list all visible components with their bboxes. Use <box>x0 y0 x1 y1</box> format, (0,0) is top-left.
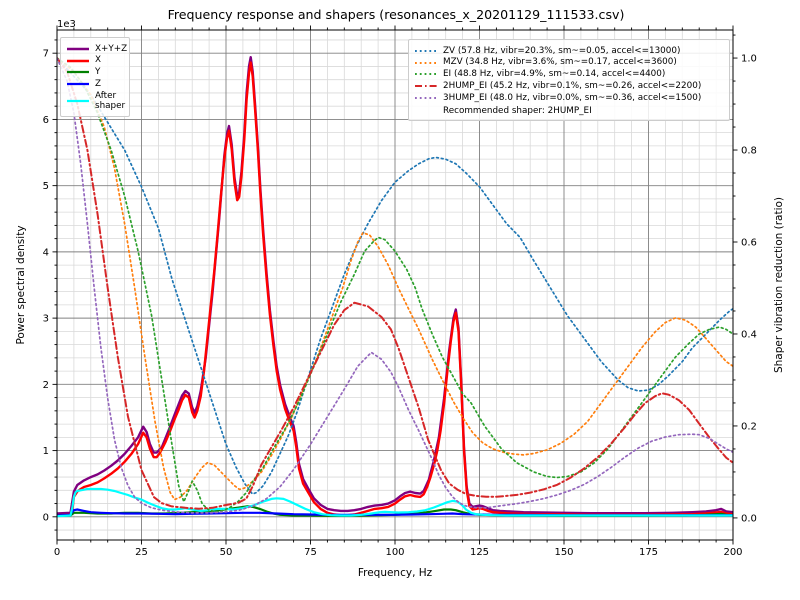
curve-after <box>57 487 733 518</box>
grid-minor <box>57 30 733 540</box>
left-y-tick-label: 4 <box>43 247 49 258</box>
legend-item-hump2: 2HUMP_EI (45.2 Hz, vibr=0.1%, sm~=0.26, … <box>414 81 723 91</box>
legend-item-x: X <box>66 55 123 65</box>
left-y-axis-label: Power spectral density <box>15 225 27 345</box>
legend-swatch-y <box>67 71 89 74</box>
right-y-tick-label: 0.2 <box>741 421 757 432</box>
legend-label-mzv: MZV (34.8 Hz, vibr=3.6%, sm~=0.17, accel… <box>443 57 677 68</box>
legend-recommended-shaper: Recommended shaper: 2HUMP_EI <box>443 105 592 116</box>
left-y-tick-label: 5 <box>43 181 49 192</box>
x-tick-label: 0 <box>54 547 60 558</box>
legend-label-after: After shaper <box>95 91 126 112</box>
legend-label-hump3: 3HUMP_EI (48.0 Hz, vibr=0.0%, sm~=0.36, … <box>443 93 702 103</box>
x-tick-label: 50 <box>220 547 233 558</box>
legend-item-xyz: X+Y+Z <box>66 44 127 54</box>
y-axis-offset-label: 1e3 <box>57 19 76 30</box>
legend-label-x: X <box>95 55 102 66</box>
x-tick-label: 25 <box>135 547 148 558</box>
legend-label-xyz: X+Y+Z <box>95 43 128 54</box>
curve-zv <box>57 57 733 495</box>
legend-label-ei: EI (48.8 Hz, vibr=4.9%, sm~=0.14, accel<… <box>443 69 666 80</box>
curve-hump2 <box>57 57 733 510</box>
left-y-tick-label: 7 <box>43 49 49 60</box>
legend-swatch-after <box>67 100 89 103</box>
legend-swatch-ei <box>415 73 437 76</box>
right-y-tick-label: 0.6 <box>741 238 757 249</box>
right-y-axis-label: Shaper vibration reduction (ratio) <box>773 196 785 374</box>
legend-shapers: ZV (57.8 Hz, vibr=20.3%, sm~=0.05, accel… <box>408 39 730 121</box>
legend-swatch-hump2 <box>415 85 437 88</box>
legend-psd: X+Y+Z X Y Z After shaper <box>60 37 130 118</box>
right-y-tick-label: 0.0 <box>741 513 757 524</box>
curve-hump3 <box>57 57 733 514</box>
x-tick-label: 125 <box>470 547 489 558</box>
left-y-tick-label: 1 <box>43 446 49 457</box>
right-y-tick-label: 1.0 <box>741 54 757 65</box>
left-y-tick-label: 2 <box>43 380 49 391</box>
legend-item-z: Z <box>66 79 123 89</box>
left-y-tick-label: 0 <box>43 512 49 523</box>
legend-swatch-hump3 <box>415 97 437 100</box>
x-tick-label: 175 <box>639 547 658 558</box>
legend-item-mzv: MZV (34.8 Hz, vibr=3.6%, sm~=0.17, accel… <box>414 57 723 67</box>
legend-label-zv: ZV (57.8 Hz, vibr=20.3%, sm~=0.05, accel… <box>443 45 681 56</box>
x-tick-label: 75 <box>304 547 317 558</box>
x-tick-label: 200 <box>723 547 742 558</box>
legend-label-y: Y <box>95 67 101 78</box>
legend-swatch-z <box>67 83 89 86</box>
x-tick-label: 150 <box>554 547 573 558</box>
legend-item-zv: ZV (57.8 Hz, vibr=20.3%, sm~=0.05, accel… <box>414 46 723 56</box>
legend-swatch-zv <box>415 49 437 52</box>
chart-title: Frequency response and shapers (resonanc… <box>167 7 625 22</box>
legend-swatch-mzv <box>415 61 437 64</box>
curve-mzv <box>57 57 733 501</box>
x-axis-label: Frequency, Hz <box>357 567 433 579</box>
legend-item-hump3: 3HUMP_EI (48.0 Hz, vibr=0.0%, sm~=0.36, … <box>414 93 723 103</box>
curves <box>57 56 733 518</box>
right-y-tick-label: 0.4 <box>741 329 757 340</box>
x-tick-label: 100 <box>385 547 404 558</box>
tick-labels: 0 25 50 75 100 125 150 175 200 0 1 2 3 4 5 6 7 0.0 0.2 0.4 0… <box>43 49 757 558</box>
legend-label-hump2: 2HUMP_EI (45.2 Hz, vibr=0.1%, sm~=0.26, … <box>443 81 702 92</box>
legend-swatch-x <box>67 59 89 62</box>
legend-swatch-xyz <box>67 47 89 50</box>
legend-label-z: Z <box>95 79 102 90</box>
left-y-tick-label: 6 <box>43 115 49 126</box>
legend-item-ei: EI (48.8 Hz, vibr=4.9%, sm~=0.14, accel<… <box>414 69 723 79</box>
right-y-tick-label: 0.8 <box>741 146 757 157</box>
legend-item-after: After shaper <box>66 91 126 112</box>
left-y-tick-label: 3 <box>43 314 49 325</box>
legend-item-y: Y <box>66 67 123 77</box>
axis-ticks <box>52 25 738 545</box>
